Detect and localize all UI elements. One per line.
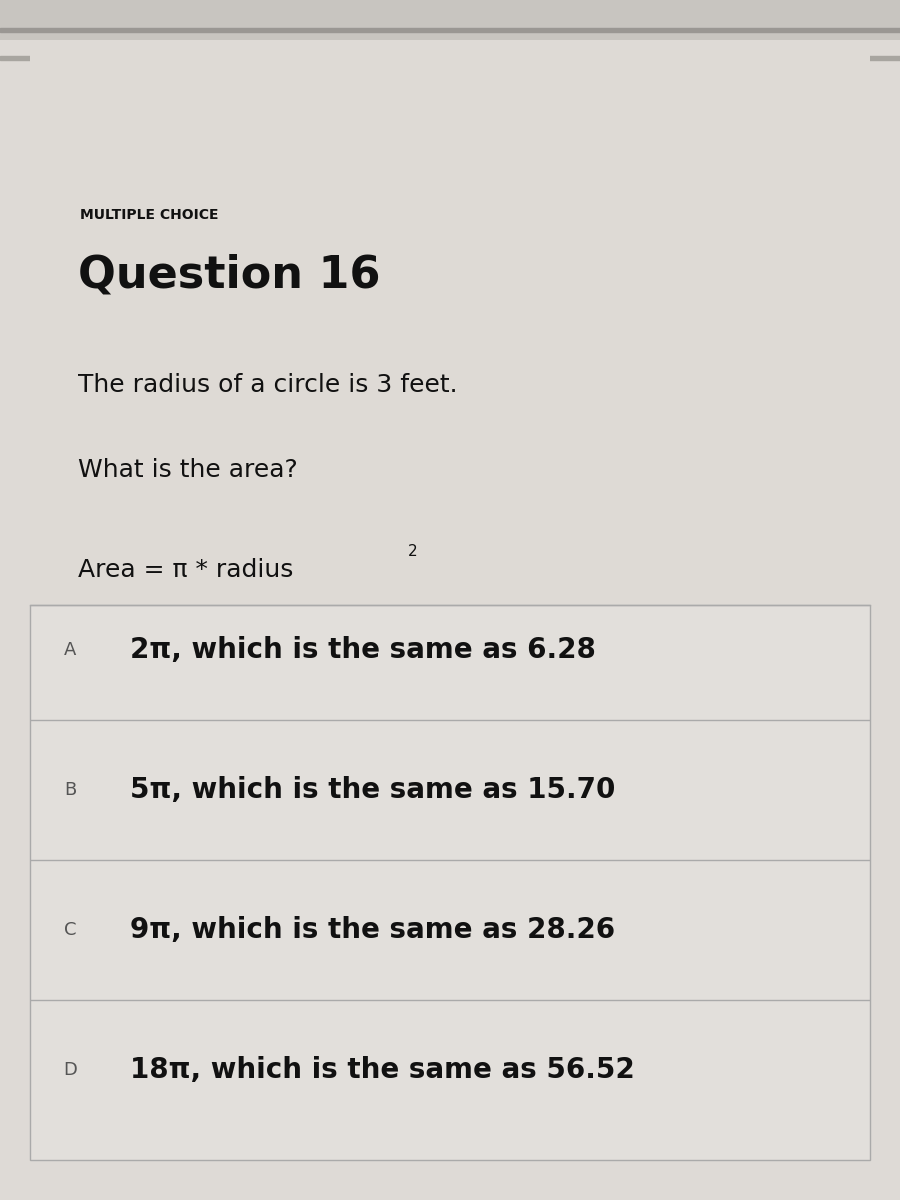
Text: B: B: [64, 781, 76, 799]
Bar: [0, 56, 900, 60]
Text: 2: 2: [408, 545, 418, 559]
Text: Question 16: Question 16: [78, 253, 381, 296]
Bar: [0, 28, 900, 32]
Bar: [30, 605, 870, 1160]
Text: 5π, which is the same as 15.70: 5π, which is the same as 15.70: [130, 776, 616, 804]
Text: The radius of a circle is 3 feet.: The radius of a circle is 3 feet.: [78, 373, 457, 397]
Text: A: A: [64, 641, 76, 659]
Text: D: D: [63, 1061, 76, 1079]
Text: 18π, which is the same as 56.52: 18π, which is the same as 56.52: [130, 1056, 634, 1084]
Text: What is the area?: What is the area?: [78, 458, 298, 482]
Text: 2π, which is the same as 6.28: 2π, which is the same as 6.28: [130, 636, 596, 664]
Text: Area = π * radius: Area = π * radius: [78, 558, 293, 582]
Text: MULTIPLE CHOICE: MULTIPLE CHOICE: [80, 208, 219, 222]
Text: 9π, which is the same as 28.26: 9π, which is the same as 28.26: [130, 916, 615, 944]
Text: C: C: [64, 922, 76, 938]
